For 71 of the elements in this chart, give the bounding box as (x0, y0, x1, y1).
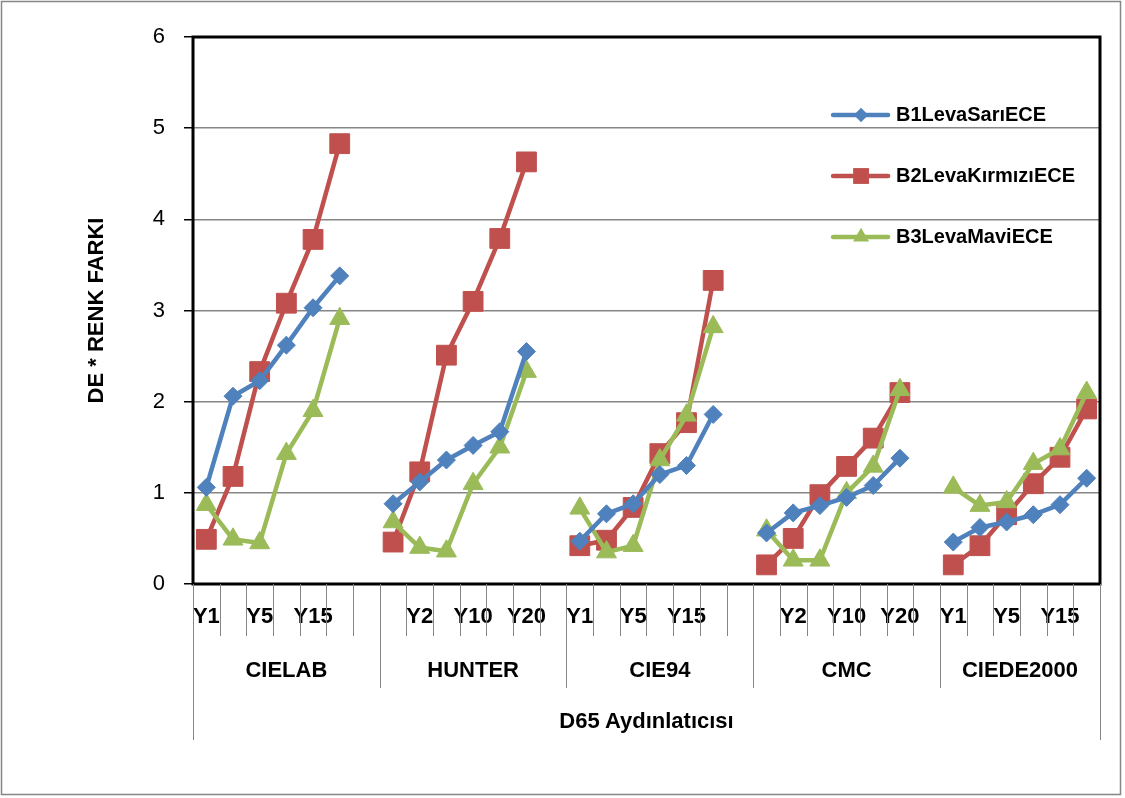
point (997, 512, 1017, 532)
x-tick-label: Y5 (246, 603, 274, 629)
point (810, 496, 830, 516)
point (1023, 505, 1043, 525)
point (222, 466, 244, 487)
point (837, 487, 857, 507)
point (276, 335, 296, 355)
point (436, 450, 456, 470)
point (570, 531, 590, 551)
point (1050, 495, 1070, 515)
x-tick-label: Y5 (619, 603, 647, 629)
point (250, 371, 270, 391)
point (703, 404, 723, 424)
point (782, 528, 804, 549)
point (756, 554, 777, 576)
x-tick-label: Y1 (192, 603, 220, 629)
point (943, 532, 963, 552)
point (942, 554, 964, 576)
text: HUNTER (427, 657, 520, 683)
point (223, 386, 243, 406)
point (490, 422, 510, 442)
point (1022, 473, 1044, 495)
y-tick-label: 5 (152, 114, 165, 140)
point (1077, 468, 1097, 488)
point (863, 476, 883, 496)
legend-label: B3LevaMaviECE (896, 224, 1053, 247)
point (329, 133, 351, 155)
legend-label: B1LevaSarıECE (896, 102, 1047, 125)
y-tick-label: 3 (152, 296, 165, 322)
point (890, 448, 910, 468)
point (382, 531, 404, 553)
point (303, 298, 323, 318)
x-tick-label: Y2 (779, 603, 807, 629)
text: CMC (821, 657, 872, 683)
text: CIEDE2000 (961, 657, 1079, 683)
point (275, 292, 297, 314)
y-tick-label: 1 (152, 478, 165, 504)
x-tick-label: Y5 (993, 603, 1021, 629)
point (463, 435, 483, 455)
point (596, 504, 616, 524)
point (462, 290, 484, 312)
x-axis-title: D65 Aydınlatıcısı (559, 708, 734, 734)
point (516, 151, 537, 173)
point (757, 523, 777, 543)
x-tick-label: Y1 (566, 603, 594, 629)
legend-label: B2LevaKırmızıECE (896, 163, 1076, 186)
y-tick-label: 0 (152, 570, 165, 596)
text: CIELAB (245, 657, 328, 683)
x-tick-label: Y1 (939, 603, 967, 629)
point (969, 535, 991, 557)
point (436, 344, 457, 366)
point (783, 503, 803, 523)
point (970, 517, 990, 537)
point (516, 342, 536, 362)
point (195, 528, 217, 550)
point (836, 456, 857, 477)
point (383, 494, 403, 514)
point (650, 465, 670, 485)
x-tick-label: Y2 (406, 603, 434, 629)
point (330, 266, 350, 286)
y-axis-title: DE * RENK FARKI (83, 217, 109, 404)
point (410, 472, 430, 492)
y-tick-label: 4 (152, 205, 165, 231)
y-tick-label: 6 (152, 23, 165, 49)
point (196, 477, 216, 497)
point (702, 270, 724, 291)
point (677, 455, 697, 475)
point (302, 228, 324, 250)
text: CIE94 (629, 657, 692, 683)
y-tick-label: 2 (152, 387, 165, 413)
point (489, 228, 511, 249)
